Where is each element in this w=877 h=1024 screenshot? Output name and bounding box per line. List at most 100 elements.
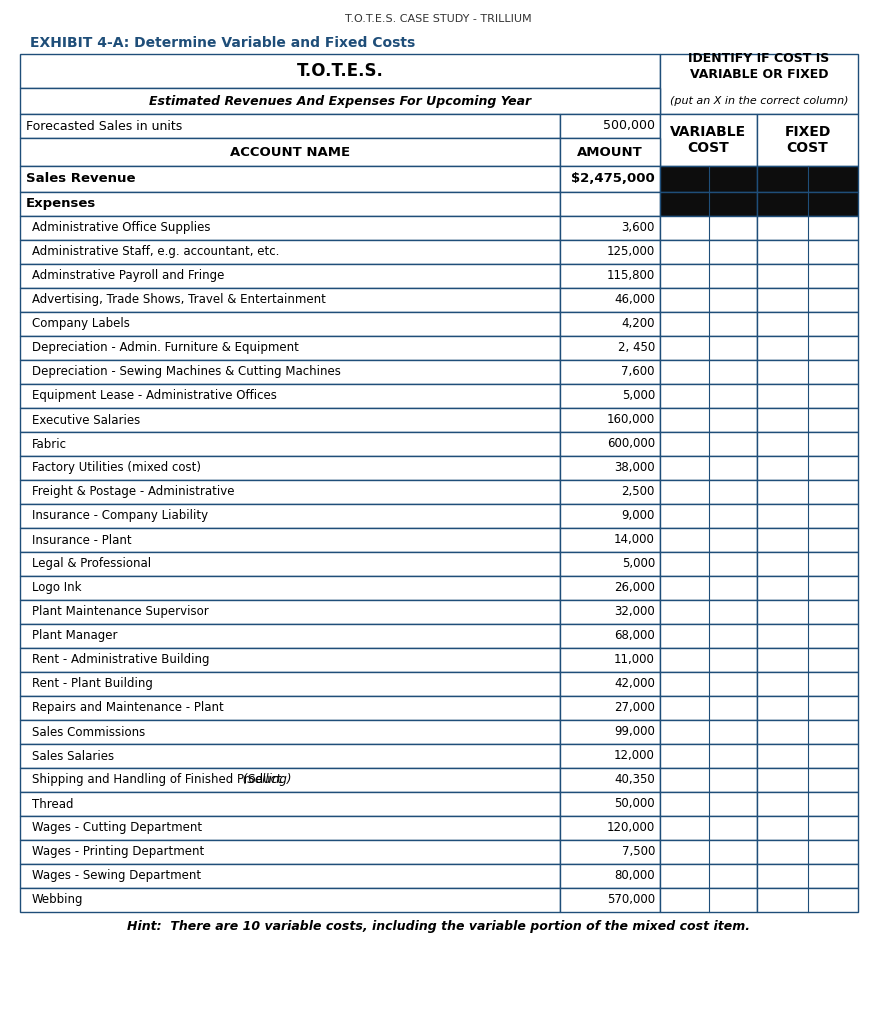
Bar — [660, 840, 757, 864]
Text: Shipping and Handling of Finished Product: Shipping and Handling of Finished Produc… — [32, 773, 282, 786]
Text: ACCOUNT NAME: ACCOUNT NAME — [230, 145, 350, 159]
Text: Executive Salaries: Executive Salaries — [32, 414, 140, 427]
Bar — [560, 816, 660, 840]
Bar — [757, 720, 858, 744]
Bar — [20, 360, 560, 384]
Bar — [20, 114, 560, 138]
Bar — [660, 54, 858, 114]
Bar — [20, 432, 560, 456]
Bar — [757, 648, 858, 672]
Bar — [757, 360, 858, 384]
Bar — [20, 672, 560, 696]
Bar — [660, 575, 757, 600]
Text: 3,600: 3,600 — [622, 221, 655, 234]
Text: 99,000: 99,000 — [614, 725, 655, 738]
Bar — [660, 193, 757, 216]
Text: 9,000: 9,000 — [622, 510, 655, 522]
Bar — [560, 648, 660, 672]
Bar — [20, 384, 560, 408]
Text: Freight & Postage - Administrative: Freight & Postage - Administrative — [32, 485, 234, 499]
Bar — [757, 166, 858, 193]
Text: 125,000: 125,000 — [607, 246, 655, 258]
Text: Rent - Plant Building: Rent - Plant Building — [32, 678, 153, 690]
Text: 570,000: 570,000 — [607, 894, 655, 906]
Bar — [560, 138, 660, 166]
Bar — [20, 264, 560, 288]
Bar — [560, 336, 660, 360]
Text: 26,000: 26,000 — [614, 582, 655, 595]
Text: $2,475,000: $2,475,000 — [571, 172, 655, 185]
Bar — [660, 384, 757, 408]
Bar — [560, 504, 660, 528]
Bar — [20, 193, 560, 216]
Text: Administrative Staff, e.g. accountant, etc.: Administrative Staff, e.g. accountant, e… — [32, 246, 280, 258]
Bar — [660, 672, 757, 696]
Bar — [660, 744, 757, 768]
Text: 2,500: 2,500 — [622, 485, 655, 499]
Bar — [20, 528, 560, 552]
Bar — [757, 816, 858, 840]
Text: (Selling): (Selling) — [239, 773, 291, 786]
Text: 14,000: 14,000 — [614, 534, 655, 547]
Bar — [757, 264, 858, 288]
Bar — [660, 552, 757, 575]
Bar — [660, 600, 757, 624]
Text: (put an X in the correct column): (put an X in the correct column) — [670, 96, 848, 106]
Bar — [757, 288, 858, 312]
Bar — [757, 336, 858, 360]
Bar — [20, 54, 660, 88]
Bar — [560, 432, 660, 456]
Bar — [560, 456, 660, 480]
Bar — [660, 504, 757, 528]
Bar — [560, 264, 660, 288]
Bar — [20, 864, 560, 888]
Bar — [660, 264, 757, 288]
Text: Depreciation - Admin. Furniture & Equipment: Depreciation - Admin. Furniture & Equipm… — [32, 341, 299, 354]
Text: Expenses: Expenses — [26, 198, 96, 211]
Text: 500,000: 500,000 — [603, 120, 655, 132]
Text: 50,000: 50,000 — [615, 798, 655, 811]
Bar — [757, 744, 858, 768]
Bar — [660, 312, 757, 336]
Bar — [757, 600, 858, 624]
Text: T.O.T.E.S.: T.O.T.E.S. — [296, 62, 383, 80]
Bar — [660, 360, 757, 384]
Bar — [560, 193, 660, 216]
Bar — [20, 240, 560, 264]
Bar — [560, 166, 660, 193]
Text: Sales Revenue: Sales Revenue — [26, 172, 136, 185]
Text: 7,500: 7,500 — [622, 846, 655, 858]
Text: 160,000: 160,000 — [607, 414, 655, 427]
Bar — [660, 408, 757, 432]
Bar — [560, 408, 660, 432]
Text: Estimated Revenues And Expenses For Upcoming Year: Estimated Revenues And Expenses For Upco… — [149, 94, 531, 108]
Bar — [757, 672, 858, 696]
Text: Equipment Lease - Administrative Offices: Equipment Lease - Administrative Offices — [32, 389, 277, 402]
Bar — [20, 166, 560, 193]
Text: Depreciation - Sewing Machines & Cutting Machines: Depreciation - Sewing Machines & Cutting… — [32, 366, 341, 379]
Bar — [757, 552, 858, 575]
Bar — [20, 840, 560, 864]
Bar — [660, 456, 757, 480]
Bar — [560, 768, 660, 792]
Text: Factory Utilities (mixed cost): Factory Utilities (mixed cost) — [32, 462, 201, 474]
Bar — [660, 166, 757, 193]
Text: FIXED
COST: FIXED COST — [784, 125, 831, 155]
Bar — [660, 888, 757, 912]
Bar — [660, 792, 757, 816]
Text: Legal & Professional: Legal & Professional — [32, 557, 151, 570]
Bar — [20, 696, 560, 720]
Bar — [660, 528, 757, 552]
Text: Hint:  There are 10 variable costs, including the variable portion of the mixed : Hint: There are 10 variable costs, inclu… — [127, 920, 750, 933]
Bar — [20, 408, 560, 432]
Text: Wages - Printing Department: Wages - Printing Department — [32, 846, 204, 858]
Bar — [660, 216, 757, 240]
Bar — [20, 138, 560, 166]
Bar — [560, 864, 660, 888]
Text: Wages - Sewing Department: Wages - Sewing Department — [32, 869, 201, 883]
Text: 32,000: 32,000 — [614, 605, 655, 618]
Text: 68,000: 68,000 — [614, 630, 655, 642]
Bar — [757, 114, 858, 166]
Text: 115,800: 115,800 — [607, 269, 655, 283]
Bar — [757, 888, 858, 912]
